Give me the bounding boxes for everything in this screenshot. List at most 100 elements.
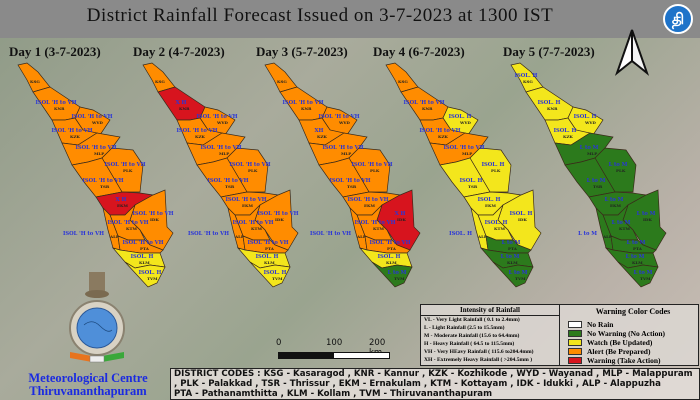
district-code-label: IDK	[397, 217, 406, 222]
rainfall-intensity-label: ISOL. H	[482, 162, 505, 168]
rainfall-intensity-label: ISOL 'H to VH	[132, 211, 173, 217]
district-code-label: EKM	[242, 203, 254, 208]
rainfall-intensity-label: ISOL 'H to VH	[200, 145, 241, 151]
district-code-label: TVM	[515, 276, 526, 281]
rainfall-intensity-label: ISOL 'H to VH	[322, 145, 363, 151]
district-code-label: KSG	[523, 79, 533, 84]
district-code-label: KZK	[317, 134, 327, 139]
intensity-row: M - Moderate Rainfall (15.6 to 64.4mm)	[424, 333, 520, 339]
district-code-label: ALP	[109, 234, 119, 239]
day-5-label: Day 5 (7-7-2023)	[503, 44, 595, 59]
district-code-label: KTM	[373, 226, 384, 231]
day-2-label: Day 2 (4-7-2023)	[133, 44, 225, 59]
district-code-label: PLK	[370, 168, 380, 173]
district-code-label: PTA	[387, 246, 397, 251]
district-code-label: MLP	[462, 151, 472, 156]
district-code-label: KZK	[70, 134, 80, 139]
rainfall-intensity-label: ISOL. H	[515, 73, 538, 79]
district-code-label: KTM	[126, 226, 137, 231]
warning-swatch	[568, 330, 582, 337]
district-code-label: ALP	[602, 234, 612, 239]
district-code-label: KTM	[494, 226, 505, 231]
rainfall-intensity-label: L to M	[501, 254, 520, 260]
rainfall-intensity-label: ISOL 'H to VH	[419, 128, 460, 134]
district-ksg	[142, 62, 176, 93]
rainfall-intensity-label: ISOL. H	[478, 197, 501, 203]
rainfall-intensity-label: ISOL 'H to VH	[282, 100, 323, 106]
district-code-label: PLK	[248, 168, 258, 173]
district-code-label: KTM	[251, 226, 262, 231]
rainfall-intensity-label: X H	[395, 211, 406, 217]
district-code-label: PTA	[265, 246, 275, 251]
rainfall-intensity-label: L to M	[587, 178, 606, 184]
warning-label: Watch (Be Updated)	[587, 338, 653, 347]
day-1-label: Day 1 (3-7-2023)	[9, 44, 101, 59]
rainfall-intensity-label: ISOL 'H to VH	[107, 220, 148, 226]
rainfall-intensity-label: ISOL. H	[449, 114, 472, 120]
district-code-label: TSR	[593, 184, 603, 189]
district-code-label: MLP	[587, 151, 597, 156]
rainfall-intensity-label: L to M	[612, 220, 631, 226]
warning-row: Alert (Be Prepared)	[568, 347, 698, 356]
district-code-label: KSG	[398, 79, 408, 84]
intensity-row: VL - Very Light Rainfall ( 0.1 to 2.4mm)	[424, 317, 520, 323]
warning-swatch	[568, 357, 582, 364]
page-title: District Rainfall Forecast Issued on 3-7…	[86, 5, 554, 26]
warning-swatch	[568, 348, 582, 355]
district-code-label: KZK	[438, 134, 448, 139]
north-arrow-icon	[615, 29, 649, 76]
rainfall-intensity-label: ISOL. H	[510, 211, 533, 217]
rainfall-intensity-label: X H	[176, 100, 187, 106]
district-code-label: ALP	[234, 234, 244, 239]
rainfall-intensity-label: ISOL 'H to VH	[403, 100, 444, 106]
district-code-label: WYD	[338, 120, 350, 125]
district-code-label: PLK	[616, 168, 626, 173]
district-code-label: KLM	[264, 260, 275, 265]
district-code-label: EKM	[364, 203, 376, 208]
warning-row: No Rain	[568, 320, 698, 329]
rainfall-intensity-label: ISOL. H	[554, 128, 577, 134]
rainfall-intensity-label: L to M	[605, 197, 624, 203]
rainfall-intensity-label: ISOL. H	[139, 270, 162, 276]
district-code-label: PTA	[633, 246, 643, 251]
district-code-label: EKM	[610, 203, 622, 208]
rainfall-intensity-label: ISOL 'H to VH	[229, 162, 270, 168]
rainfall-intensity-label: ISOL 'H to VH	[188, 231, 229, 237]
district-code-label: IDK	[643, 217, 652, 222]
warning-row: Warning (Take Action)	[568, 356, 698, 365]
rainfall-intensity-label: ISOL 'H to VH	[63, 231, 104, 237]
rainfall-intensity-label: ISOL 'H to VH	[232, 220, 273, 226]
district-tvm	[617, 261, 659, 288]
district-tsr	[439, 157, 491, 198]
rainfall-intensity-label: XH	[315, 128, 324, 134]
rainfall-intensity-label: ISOL 'H to VH	[310, 231, 351, 237]
rainfall-intensity-label: L to M	[626, 254, 645, 260]
district-code-label: IDK	[275, 217, 284, 222]
rainfall-intensity-label: ISOL 'H to VH	[104, 162, 145, 168]
district-code-label: EKM	[117, 203, 129, 208]
district-code-label: KNR	[301, 106, 312, 111]
district-code-label: TSR	[347, 184, 357, 189]
intensity-row: H - Heavy Rainfall ( 64.5 to 115.5mm)	[424, 341, 515, 347]
district-tsr	[318, 157, 370, 198]
intensity-legend-title: Intensity of Rainfall	[421, 305, 559, 316]
header-bar: District Rainfall Forecast Issued on 3-7…	[0, 0, 700, 38]
district-tsr	[564, 157, 616, 198]
district-code-label: KNR	[179, 106, 190, 111]
district-code-label: TVM	[640, 276, 651, 281]
met-centre-line1: Meteorological Centre	[28, 371, 148, 385]
rainfall-intensity-label: L to M	[637, 211, 656, 217]
district-code-label: WYD	[584, 120, 596, 125]
warning-label: Alert (Be Prepared)	[587, 347, 651, 356]
district-code-label: TVM	[272, 276, 283, 281]
district-tvm	[249, 261, 291, 288]
warning-swatch	[568, 321, 582, 328]
rainfall-intensity-label: ISOL 'H to VH	[247, 240, 288, 246]
district-code-label: PLK	[123, 168, 133, 173]
district-codes-box: DISTRICT CODES : KSG - Kasaragod , KNR -…	[170, 368, 700, 400]
district-code-label: IDK	[150, 217, 159, 222]
district-tvm	[492, 261, 534, 288]
